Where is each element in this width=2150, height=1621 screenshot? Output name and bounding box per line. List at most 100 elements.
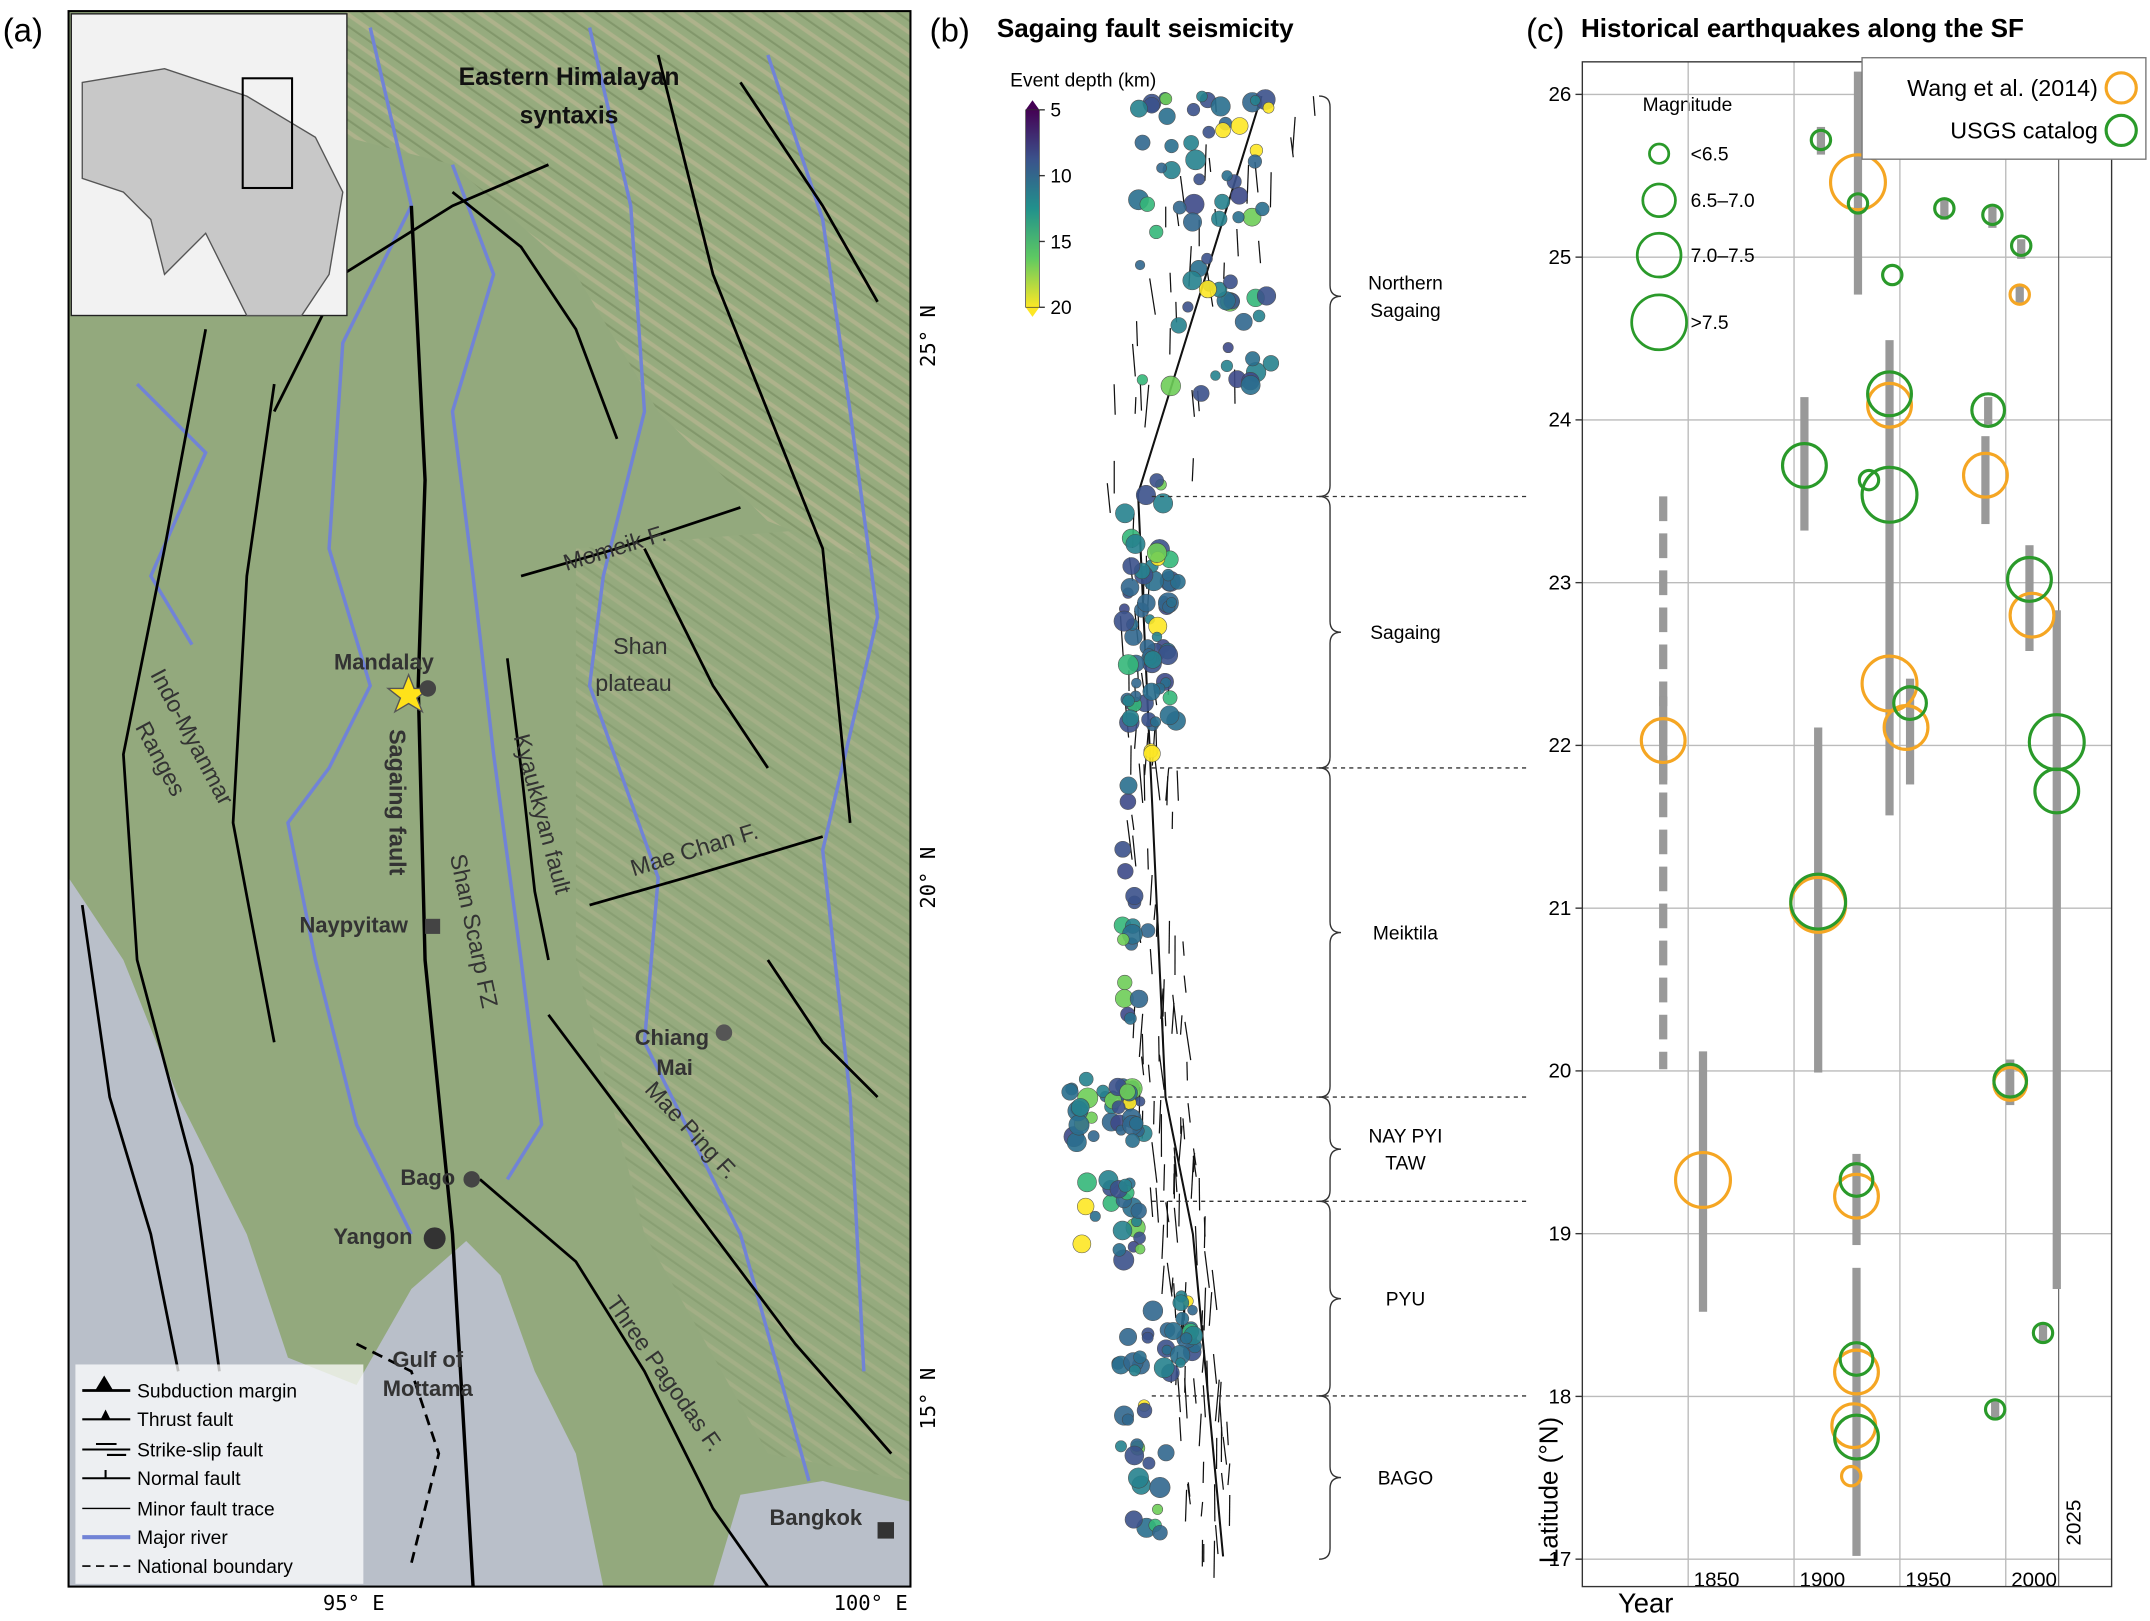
fault-trace — [1138, 1013, 1144, 1057]
seismic-event — [1156, 162, 1167, 174]
earthquake-circle — [2008, 591, 2056, 639]
fault-trace — [1165, 768, 1170, 801]
city-marker — [463, 1171, 480, 1188]
earthquake-circle — [1961, 451, 2009, 499]
fault-trace — [1149, 1187, 1154, 1218]
fault-trace — [1214, 1525, 1219, 1555]
earthquake-circle — [2008, 283, 2031, 306]
rupture-extent — [1800, 397, 1809, 531]
map-label: Yangon — [333, 1224, 412, 1249]
seismic-event — [1240, 375, 1261, 395]
x-tick-label: 1950 — [1905, 1569, 1951, 1592]
seismic-event — [1143, 650, 1162, 669]
magnitude-legend-label: 7.0–7.5 — [1691, 246, 1755, 267]
fault-trace — [1151, 1142, 1158, 1183]
seismic-event — [1175, 1357, 1186, 1368]
map-label: Sagaing fault — [384, 729, 410, 876]
map-label: plateau — [595, 670, 671, 696]
city-marker — [419, 680, 437, 697]
fault-trace — [1183, 975, 1187, 993]
y-axis-label: Latitude (°N) — [1534, 1417, 1564, 1564]
seismic-event — [1118, 1178, 1133, 1193]
seismic-event — [1193, 173, 1206, 186]
rupture-extent — [1984, 397, 1993, 425]
fault-trace — [1134, 397, 1137, 414]
seismic-event — [1247, 154, 1262, 169]
fault-trace — [1173, 1156, 1178, 1193]
sea — [713, 1481, 911, 1587]
seismic-event — [1124, 1012, 1137, 1025]
earthquake-circle — [1933, 197, 1956, 220]
segment-label: TAW — [1385, 1154, 1426, 1175]
legend-label: Strike-slip fault — [137, 1440, 263, 1461]
seismic-event — [1211, 210, 1228, 227]
seismic-event — [1122, 694, 1135, 707]
seismic-event — [1196, 90, 1208, 103]
earthquake-circle — [1828, 153, 1887, 212]
seismic-event — [1146, 542, 1167, 563]
map-label: Mottama — [383, 1376, 474, 1401]
lat-tick-label: 20° N — [916, 847, 940, 909]
earthquake-circle — [1839, 1464, 1863, 1488]
seismic-event — [1230, 117, 1249, 135]
earthquake-circle — [2006, 555, 2053, 603]
rupture-extent — [1940, 198, 1949, 220]
seismic-event — [1214, 193, 1231, 210]
legend-label: Minor fault trace — [137, 1499, 275, 1520]
fault-trace — [1144, 384, 1150, 428]
seismic-event — [1130, 99, 1148, 118]
rupture-extent — [1659, 696, 1668, 785]
fault-trace — [1173, 1147, 1178, 1177]
fault-trace — [1147, 1064, 1151, 1083]
segment-label: PYU — [1386, 1289, 1425, 1310]
fault-trace — [1214, 1379, 1220, 1422]
x-tick-label: 2000 — [2011, 1569, 2057, 1592]
seismic-event — [1119, 1328, 1138, 1346]
seismic-event — [1119, 1083, 1136, 1100]
segment-label: Sagaing — [1370, 301, 1440, 322]
magnitude-legend-marker — [1630, 293, 1688, 352]
panel-label: (c) — [1526, 11, 1564, 48]
earthquake-panel: (c) Historical earthquakes along the SF … — [1526, 11, 2147, 1619]
seismic-event — [1164, 1322, 1183, 1341]
seismic-event — [1159, 92, 1173, 106]
rupture-extent — [2038, 1323, 2048, 1343]
seismic-event — [1070, 1098, 1090, 1117]
seismic-event — [1134, 259, 1146, 271]
legend-label: USGS catalog — [1950, 118, 2098, 144]
legend-label: Wang et al. (2014) — [1907, 75, 2098, 101]
magnitude-legend-marker — [1648, 142, 1671, 165]
y-tick-label: 22 — [1549, 734, 1572, 757]
seismic-event — [1140, 923, 1156, 938]
rupture-extent — [1991, 1399, 2000, 1420]
fault-trace — [1158, 1054, 1165, 1090]
legend-label: National boundary — [137, 1557, 293, 1578]
seismic-event — [1182, 270, 1202, 291]
seismic-event — [1114, 840, 1132, 858]
fault-trace — [1193, 1378, 1197, 1404]
fault-trace — [1226, 1421, 1229, 1446]
map-label: Bangkok — [770, 1505, 863, 1530]
seismic-event — [1122, 557, 1141, 575]
magnitude-legend-title: Magnitude — [1643, 95, 1733, 116]
seismic-event — [1117, 933, 1130, 946]
fault-trace — [1227, 1463, 1231, 1486]
rupture-extent — [1905, 678, 1915, 785]
segment-brace — [1319, 495, 1342, 769]
panel-label: (a) — [3, 11, 43, 48]
mountain-relief — [346, 11, 911, 577]
inset-land — [81, 67, 344, 317]
seismic-event — [1250, 95, 1261, 106]
fault-trace — [1269, 172, 1272, 208]
fault-trace — [1182, 1118, 1186, 1140]
seismic-event — [1153, 493, 1174, 514]
fault-trace — [1179, 1015, 1183, 1035]
seismic-event — [1161, 568, 1175, 582]
segment-brace — [1319, 1395, 1342, 1560]
fault-trace — [1178, 1417, 1182, 1442]
seismic-event — [1142, 682, 1161, 701]
seismic-event — [1201, 252, 1213, 265]
colorbar-extension — [1025, 307, 1040, 317]
city-marker — [715, 1024, 733, 1041]
fault-trace — [1202, 1385, 1206, 1418]
